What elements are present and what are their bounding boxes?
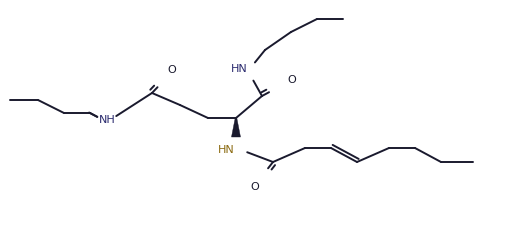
Text: HN: HN [218, 145, 235, 155]
Text: O: O [288, 75, 296, 85]
Text: O: O [250, 182, 260, 192]
Text: HN: HN [231, 64, 248, 74]
Polygon shape [231, 118, 240, 137]
Text: NH: NH [98, 115, 115, 125]
Text: O: O [168, 65, 176, 75]
